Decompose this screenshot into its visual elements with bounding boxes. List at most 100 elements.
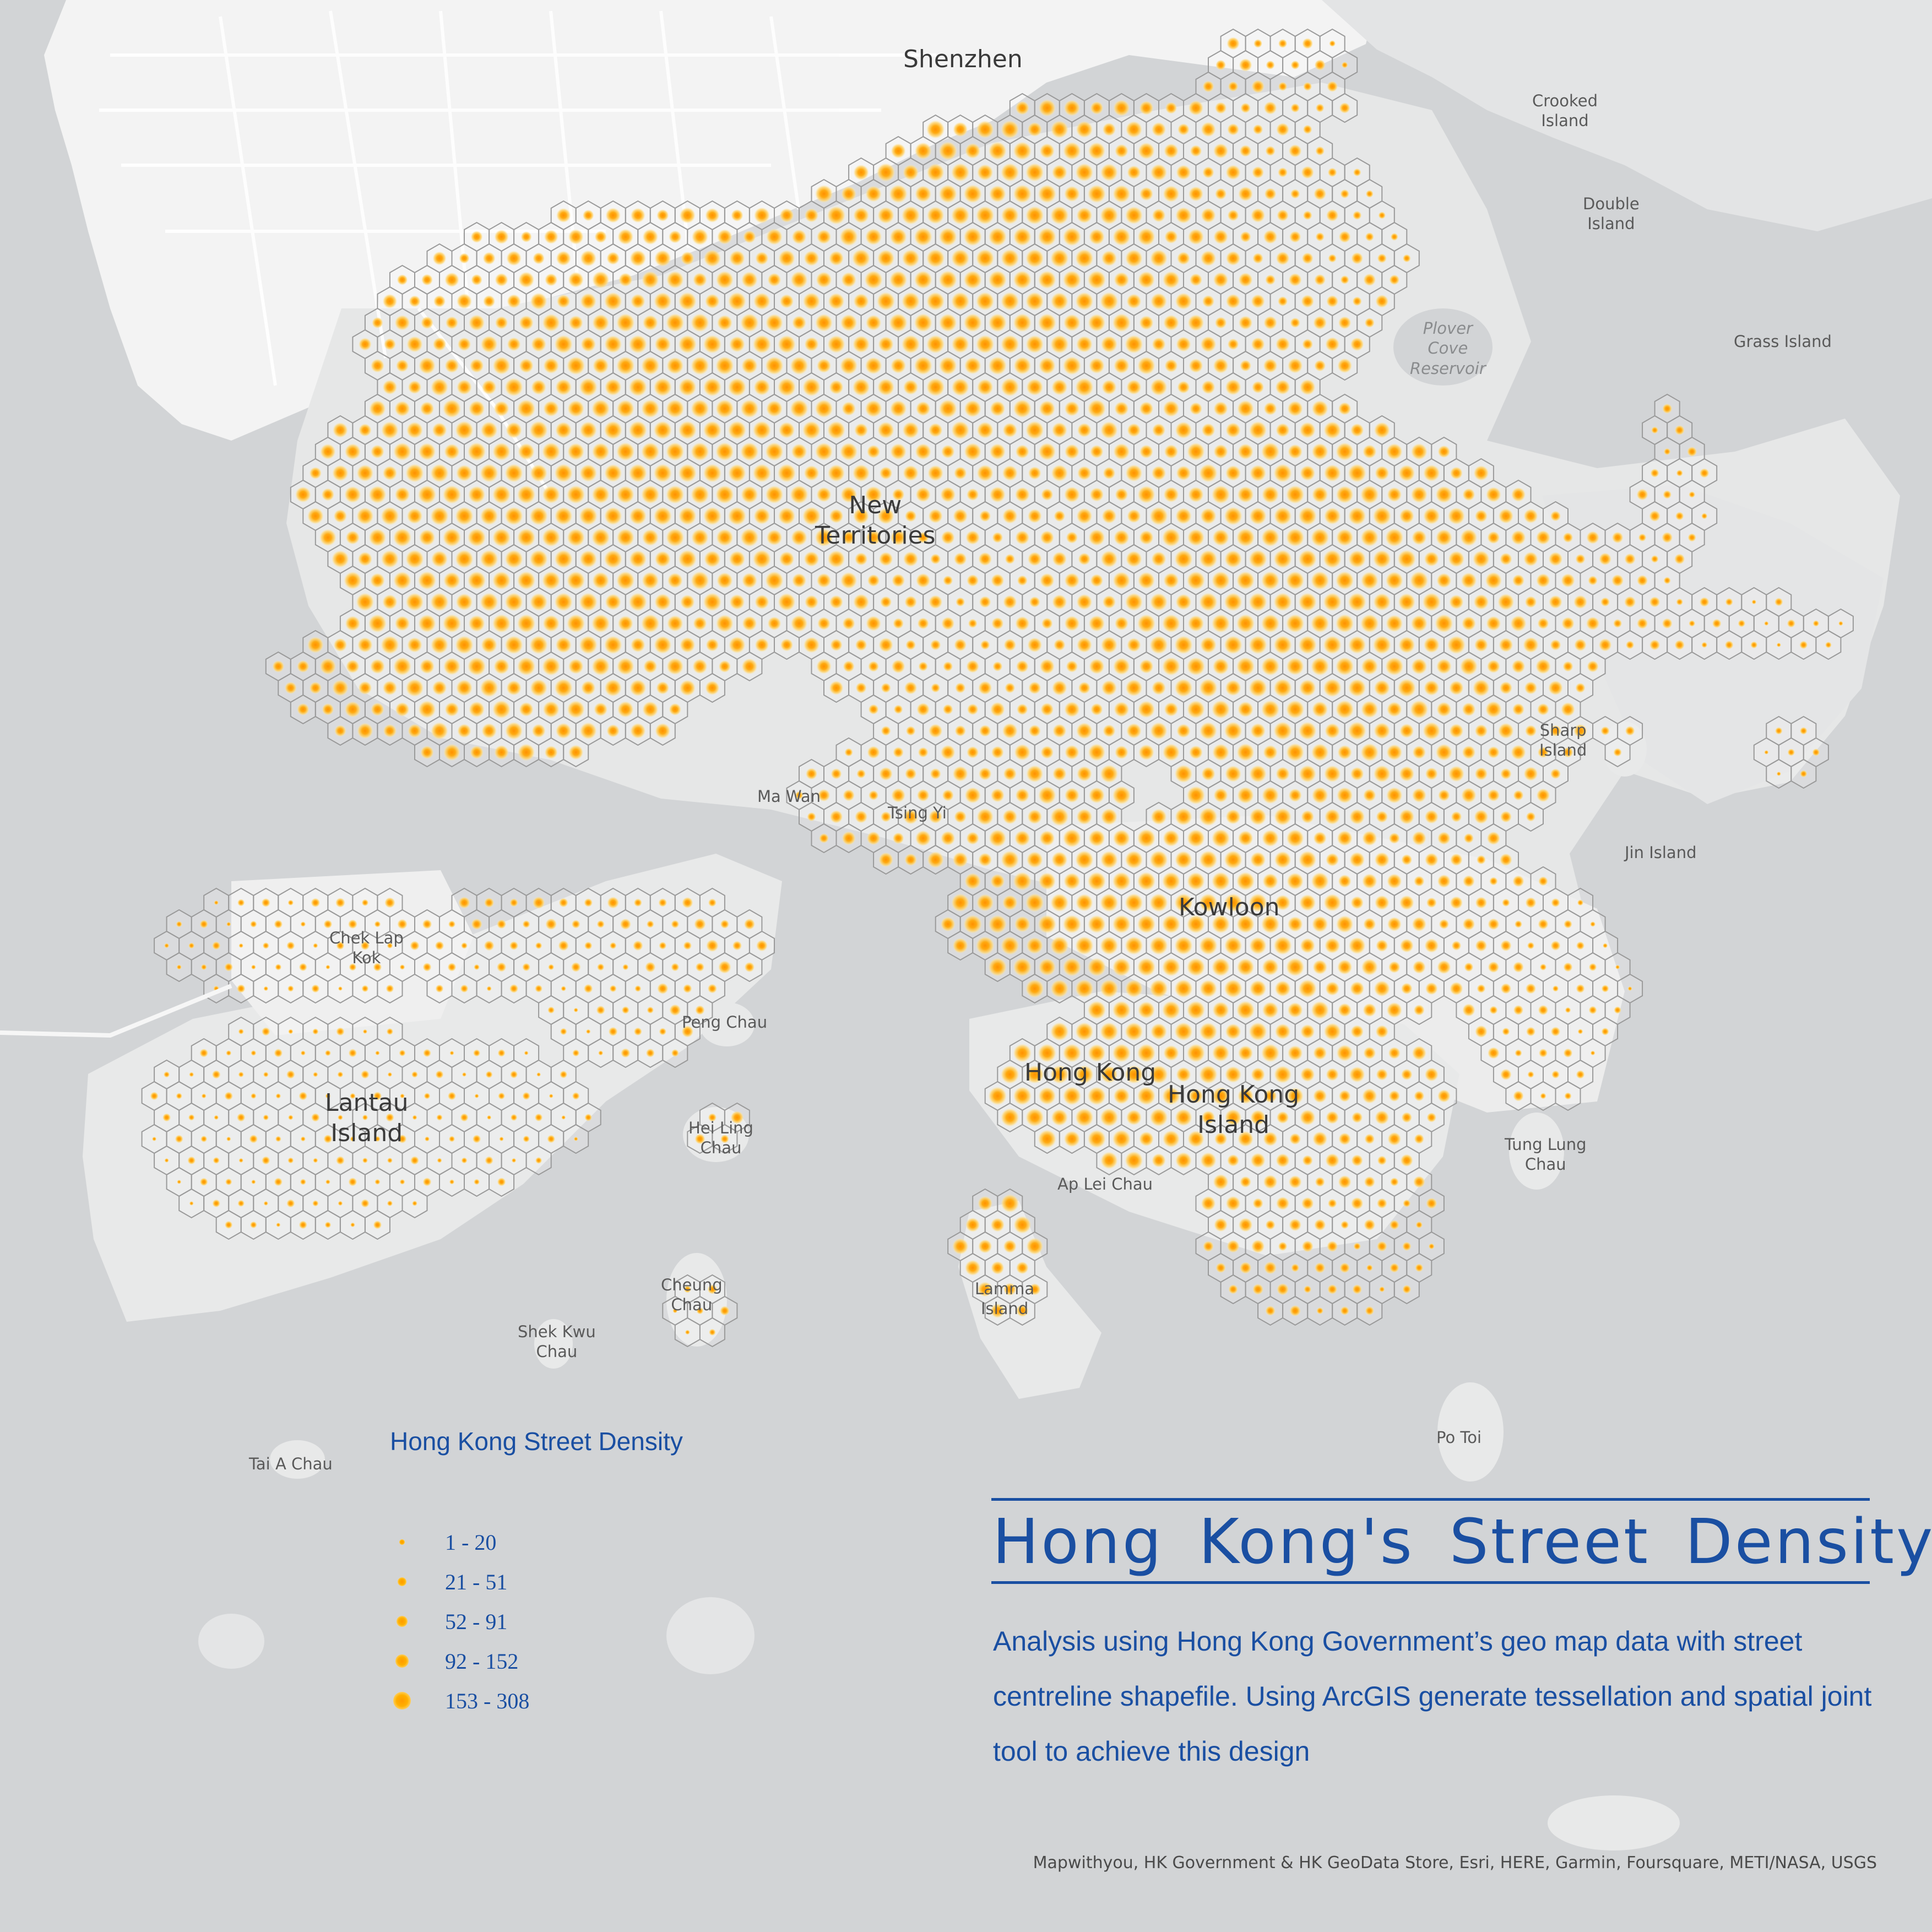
density-dot (358, 424, 372, 437)
density-dot (417, 571, 437, 590)
density-dot (344, 701, 361, 718)
density-dot (1273, 721, 1293, 740)
legend-symbol-5 (386, 1692, 419, 1710)
density-dot (1385, 528, 1404, 547)
density-dot (951, 893, 970, 912)
density-dot (1276, 767, 1290, 781)
density-dot (893, 617, 904, 629)
density-dot (518, 272, 535, 288)
density-dot (604, 292, 622, 311)
density-dot (1724, 641, 1734, 649)
density-dot (1550, 940, 1561, 951)
density-dot (1263, 401, 1277, 416)
density-dot (1364, 1219, 1376, 1231)
density-dot (990, 702, 1005, 717)
density-dot (1200, 336, 1217, 352)
density-dot (1199, 679, 1218, 697)
density-dot (1201, 208, 1216, 223)
density-dot (263, 1072, 269, 1077)
density-dot (953, 552, 967, 566)
density-dot (1336, 915, 1354, 933)
density-dot (978, 1196, 993, 1211)
density-dot (1361, 831, 1377, 846)
density-dot (1213, 1218, 1228, 1232)
density-dot (442, 399, 462, 418)
density-dot (522, 1092, 530, 1100)
density-dot (506, 422, 523, 438)
density-dot (1127, 509, 1141, 523)
density-dot (954, 810, 967, 823)
density-dot (1087, 958, 1106, 976)
density-dot (1225, 165, 1241, 180)
density-dot (1435, 744, 1453, 761)
density-dot (827, 421, 846, 439)
density-dot (1474, 809, 1489, 824)
density-dot (504, 636, 524, 654)
density-dot (517, 399, 536, 418)
density-dot (1025, 979, 1044, 998)
density-dot (1163, 1045, 1179, 1061)
density-dot (703, 335, 722, 354)
density-dot (616, 528, 635, 547)
density-dot (497, 1177, 506, 1186)
density-dot (951, 335, 969, 354)
density-dot (598, 1050, 604, 1056)
density-dot (307, 507, 324, 525)
density-dot (616, 485, 635, 504)
density-dot (1476, 855, 1486, 865)
density-dot (1124, 936, 1143, 955)
density-dot (1250, 723, 1266, 739)
density-dot (692, 659, 708, 674)
density-dot (1363, 1046, 1376, 1060)
density-dot (890, 357, 907, 374)
density-dot (1366, 1264, 1373, 1272)
page-title: Hong Kong's Street Density (992, 1506, 1932, 1578)
density-dot (1240, 102, 1251, 113)
density-dot (1586, 531, 1600, 544)
density-dot (1649, 596, 1660, 607)
density-dot (162, 1113, 171, 1122)
density-dot (1314, 274, 1326, 286)
density-dot (851, 249, 871, 268)
density-dot (1001, 1194, 1019, 1213)
density-dot (1303, 124, 1312, 134)
density-dot (1287, 872, 1304, 890)
density-dot (703, 593, 722, 611)
density-dot (274, 920, 283, 929)
density-dot (778, 421, 795, 439)
density-dot (1399, 766, 1415, 782)
density-dot (1212, 1044, 1230, 1062)
density-dot (1265, 145, 1276, 156)
density-dot (828, 292, 845, 310)
density-dot (1163, 400, 1180, 417)
density-dot (201, 1093, 207, 1099)
density-dot (1651, 555, 1659, 563)
density-dot (1251, 79, 1265, 94)
density-dot (1088, 829, 1105, 847)
density-dot (529, 421, 549, 439)
density-dot (531, 379, 547, 395)
density-dot (1360, 571, 1379, 590)
density-dot (1188, 745, 1203, 759)
density-dot (807, 812, 816, 822)
density-dot (1351, 252, 1364, 265)
density-dot (867, 746, 880, 759)
density-dot (1027, 122, 1043, 137)
density-dot (881, 725, 891, 736)
density-dot (319, 529, 337, 546)
density-dot (915, 830, 931, 846)
density-dot (1323, 765, 1341, 783)
density-dot (1302, 1155, 1314, 1166)
density-dot (567, 443, 585, 460)
density-dot (443, 658, 461, 675)
density-dot (1137, 356, 1155, 375)
density-dot (1003, 1239, 1017, 1253)
density-dot (975, 249, 995, 268)
density-dot (1050, 893, 1069, 912)
density-dot (573, 1007, 578, 1013)
density-dot (740, 442, 759, 461)
density-dot (1674, 553, 1685, 565)
density-dot (1175, 594, 1192, 610)
density-dot (387, 1072, 393, 1077)
label-peng-chau: Peng Chau (682, 1013, 768, 1032)
